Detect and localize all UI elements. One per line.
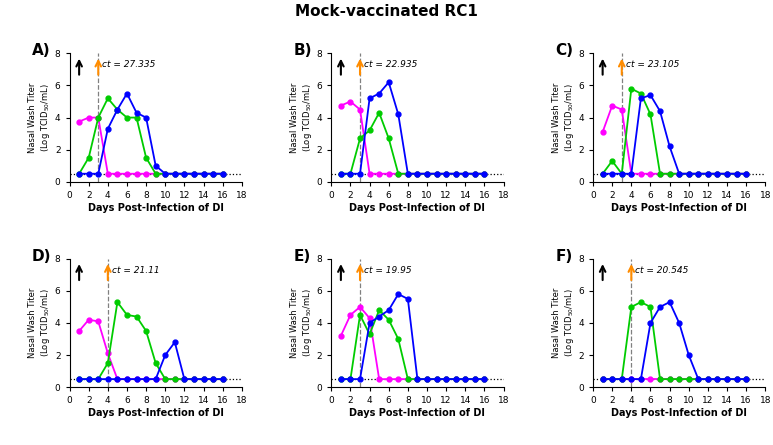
Text: ct = 22.935: ct = 22.935: [364, 60, 417, 69]
Text: A): A): [32, 43, 50, 58]
X-axis label: Days Post-Infection of DI: Days Post-Infection of DI: [349, 408, 485, 418]
X-axis label: Days Post-Infection of DI: Days Post-Infection of DI: [87, 408, 223, 418]
Text: ct = 19.95: ct = 19.95: [364, 266, 411, 275]
Y-axis label: Nasal Wash Titer
(Log TCID$_{50}$/mL): Nasal Wash Titer (Log TCID$_{50}$/mL): [290, 288, 314, 358]
Y-axis label: Nasal Wash Titer
(Log TCID$_{50}$/mL): Nasal Wash Titer (Log TCID$_{50}$/mL): [552, 82, 576, 153]
Text: E): E): [294, 248, 311, 263]
Y-axis label: Nasal Wash Titer
(Log TCID$_{50}$/mL): Nasal Wash Titer (Log TCID$_{50}$/mL): [290, 82, 314, 153]
Text: ct = 23.105: ct = 23.105: [625, 60, 679, 69]
X-axis label: Days Post-Infection of DI: Days Post-Infection of DI: [87, 202, 223, 213]
X-axis label: Days Post-Infection of DI: Days Post-Infection of DI: [611, 408, 747, 418]
Y-axis label: Nasal Wash Titer
(Log TCID$_{50}$/mL): Nasal Wash Titer (Log TCID$_{50}$/mL): [28, 288, 52, 358]
Text: D): D): [32, 248, 51, 263]
Y-axis label: Nasal Wash Titer
(Log TCID$_{50}$/mL): Nasal Wash Titer (Log TCID$_{50}$/mL): [552, 288, 576, 358]
Text: C): C): [555, 43, 574, 58]
Text: ct = 27.335: ct = 27.335: [102, 60, 155, 69]
Text: ct = 20.545: ct = 20.545: [635, 266, 689, 275]
Text: ct = 21.11: ct = 21.11: [111, 266, 159, 275]
X-axis label: Days Post-Infection of DI: Days Post-Infection of DI: [611, 202, 747, 213]
Text: F): F): [555, 248, 573, 263]
Y-axis label: Nasal Wash Titer
(Log TCID$_{50}$/mL): Nasal Wash Titer (Log TCID$_{50}$/mL): [28, 82, 52, 153]
Text: B): B): [294, 43, 312, 58]
Text: Mock-vaccinated RC1: Mock-vaccinated RC1: [295, 4, 478, 20]
X-axis label: Days Post-Infection of DI: Days Post-Infection of DI: [349, 202, 485, 213]
